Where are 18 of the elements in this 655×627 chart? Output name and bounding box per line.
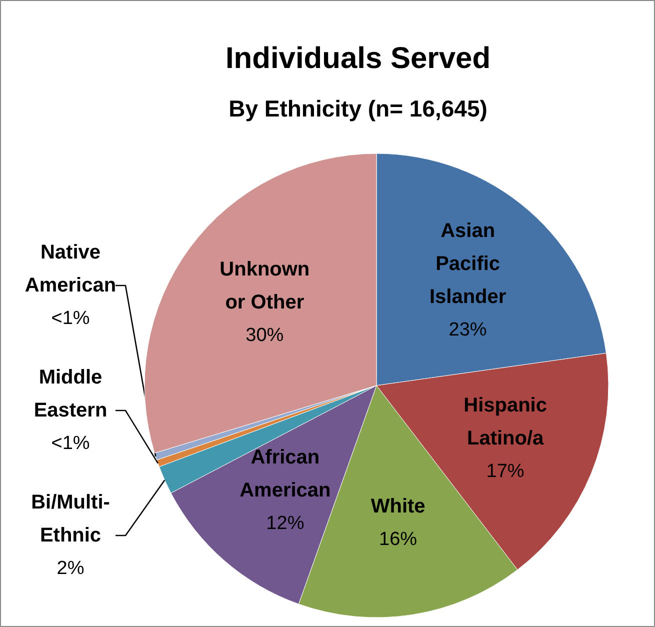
slice-label: Unknown or Other	[220, 258, 310, 314]
slice-label: African American	[240, 446, 331, 502]
data-label: 2%	[56, 558, 84, 579]
slice-label: White	[370, 496, 426, 518]
data-label: 12%	[266, 513, 304, 534]
slice-label: Middle Eastern	[34, 366, 108, 422]
slice-label: Native American	[24, 242, 116, 296]
slice-label: Bi/Multi- Ethnic	[31, 492, 110, 546]
data-label: 16%	[379, 529, 418, 550]
data-label: <1%	[51, 433, 90, 454]
chart-title: Individuals Served	[225, 42, 491, 75]
chart-subtitle: By Ethnicity (n= 16,645)	[228, 96, 488, 122]
data-label: 23%	[448, 319, 487, 340]
slice-label: Hispanic Latino/a	[464, 394, 547, 450]
data-label: 17%	[486, 460, 524, 482]
slice-label: Asian Pacific Islander	[429, 220, 506, 308]
data-label: <1%	[51, 308, 90, 329]
data-label: 30%	[246, 325, 284, 346]
